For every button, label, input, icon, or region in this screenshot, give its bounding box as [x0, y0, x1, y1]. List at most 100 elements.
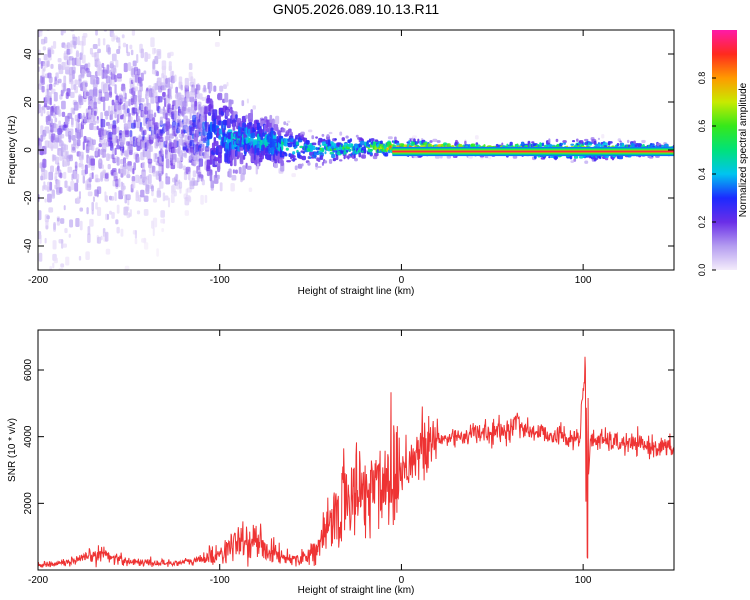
heatmap-cell	[165, 112, 168, 120]
heatmap-cell	[181, 106, 187, 112]
heatmap-cell	[213, 157, 219, 162]
heatmap-cell	[305, 140, 310, 145]
heatmap-cell	[148, 16, 151, 21]
heatmap-cell	[105, 195, 109, 203]
heatmap-cell	[621, 144, 625, 147]
heatmap-cell	[162, 91, 166, 97]
heatmap-cell	[59, 186, 63, 194]
heatmap-cell	[170, 75, 175, 84]
heatmap-cell	[78, 113, 82, 120]
heatmap-cell	[284, 153, 288, 157]
heatmap-cell	[184, 210, 190, 216]
heatmap-cell	[408, 139, 411, 145]
heatmap-cell	[106, 10, 111, 20]
heatmap-cell	[136, 53, 139, 64]
heatmap-cell	[250, 132, 256, 139]
heatmap-cell	[464, 140, 467, 145]
heatmap-cell	[63, 0, 67, 2]
heatmap-cell	[111, 105, 115, 115]
heatmap-cell	[119, 130, 123, 136]
heatmap-cell	[65, 256, 70, 266]
heatmap-cell	[223, 84, 227, 89]
heatmap-cell	[87, 191, 93, 197]
heatmap-cell	[204, 112, 207, 123]
heatmap-cell	[217, 174, 220, 180]
heatmap-cell	[102, 101, 106, 112]
heatmap-cell	[124, 265, 130, 270]
heatmap-cell	[394, 136, 397, 141]
heatmap-cell	[143, 70, 147, 75]
heatmap-cell	[209, 132, 213, 139]
heatmap-cell	[180, 84, 183, 91]
y-tick-label: 6000	[23, 358, 34, 381]
heatmap-cell	[307, 162, 311, 166]
heatmap-cell	[79, 220, 83, 231]
heatmap-cell	[241, 100, 245, 107]
heatmap-cell	[121, 34, 125, 39]
heatmap-cell	[297, 163, 303, 169]
heatmap-cell	[69, 75, 73, 80]
heatmap-cell	[85, 251, 90, 260]
heatmap-cell	[104, 82, 109, 93]
heatmap-cell	[87, 226, 91, 235]
heatmap-cell	[54, 117, 58, 123]
snr-y-ticks: 2000 4000 6000	[23, 358, 674, 514]
heatmap-cell	[69, 154, 74, 162]
heatmap-cell	[348, 148, 351, 153]
heatmap-cell	[241, 115, 247, 123]
heatmap-cell	[150, 95, 155, 104]
heatmap-cell	[223, 123, 227, 131]
heatmap-cell	[110, 143, 114, 148]
heatmap-cell	[374, 152, 379, 157]
heatmap-cell	[125, 194, 131, 201]
heatmap-cell	[328, 131, 333, 135]
heatmap-cell	[140, 98, 145, 103]
heatmap-cell	[345, 150, 349, 153]
heatmap-cell	[127, 170, 130, 176]
heatmap-cell	[203, 135, 206, 142]
heatmap-cell	[113, 138, 116, 147]
heatmap-cell	[152, 227, 155, 237]
heatmap-cell	[141, 161, 146, 172]
heatmap-cell	[60, 30, 64, 36]
heatmap-cell	[316, 165, 322, 168]
heatmap-cell	[215, 170, 218, 179]
heatmap-cell	[187, 107, 192, 113]
heatmap-cell	[84, 164, 88, 175]
heatmap-cell	[317, 159, 321, 162]
heatmap-cell	[196, 84, 201, 91]
heatmap-cell	[124, 206, 130, 211]
heatmap-cell	[188, 171, 191, 181]
heatmap-cell	[53, 222, 56, 230]
heatmap-cell	[111, 212, 115, 219]
heatmap-cell	[387, 136, 393, 140]
heatmap-cell	[182, 146, 187, 151]
heatmap-cell	[218, 120, 222, 126]
heatmap-cell	[301, 163, 304, 167]
heatmap-cell	[69, 219, 74, 228]
snr-frame	[37, 329, 675, 571]
heatmap-cell	[157, 187, 161, 196]
heatmap-cell	[309, 156, 312, 159]
heatmap-cell	[161, 153, 164, 162]
heatmap-cell	[129, 209, 132, 217]
heatmap-cell	[52, 41, 57, 49]
heatmap-cell	[345, 135, 349, 139]
heatmap-cell	[626, 139, 630, 144]
heatmap-cell	[360, 140, 365, 145]
y-tick-label: -40	[23, 238, 34, 253]
heatmap-cell	[300, 131, 305, 136]
heatmap-cell	[100, 235, 103, 241]
heatmap-cell	[232, 169, 235, 174]
heatmap-cell	[256, 147, 260, 156]
heatmap-cell	[189, 112, 192, 120]
heatmap-cell	[93, 110, 97, 116]
heatmap-cell	[225, 109, 230, 117]
heatmap-cell	[47, 49, 52, 58]
heatmap-cell	[178, 76, 183, 86]
heatmap-cell	[65, 127, 70, 137]
heatmap-cell	[130, 49, 134, 56]
heatmap-cell	[42, 46, 47, 51]
heatmap-cell	[285, 131, 290, 136]
heatmap-cell	[111, 99, 115, 106]
